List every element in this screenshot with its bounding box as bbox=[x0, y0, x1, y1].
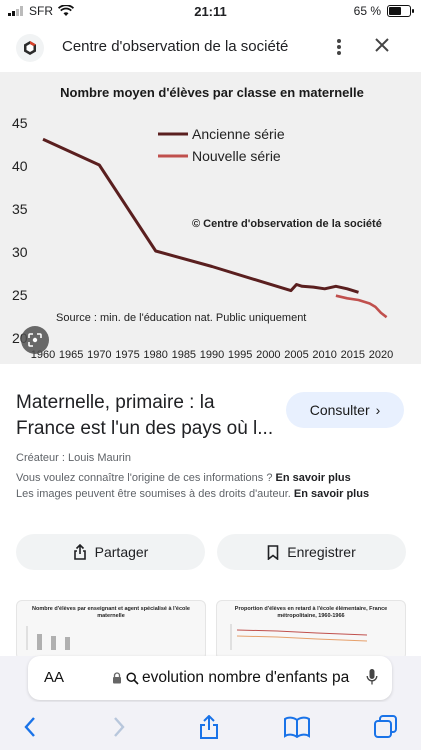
series-line bbox=[42, 137, 359, 294]
x-tick-label: 1965 bbox=[59, 349, 83, 361]
related-thumbnail[interactable]: Nombre d'élèves par enseignant et agent … bbox=[16, 600, 206, 660]
close-icon[interactable] bbox=[371, 35, 393, 57]
x-tick-label: 2000 bbox=[256, 349, 280, 361]
battery-fill bbox=[389, 7, 402, 15]
wifi-icon bbox=[58, 5, 74, 16]
clock: 21:11 bbox=[194, 4, 227, 19]
related-thumbnail[interactable]: Proportion d'élèves en retard à l'école … bbox=[216, 600, 406, 660]
y-tick-label: 45 bbox=[12, 115, 28, 131]
site-favicon-icon bbox=[16, 34, 44, 62]
result-title[interactable]: Maternelle, primaire : la France est l'u… bbox=[16, 392, 274, 439]
lock-icon bbox=[113, 672, 121, 684]
x-tick-label: 1970 bbox=[87, 349, 111, 361]
chevron-right-icon: › bbox=[375, 402, 381, 418]
save-button[interactable]: Enregistrer bbox=[217, 534, 406, 570]
battery-icon bbox=[387, 5, 414, 17]
tabs-icon[interactable] bbox=[373, 714, 399, 740]
thumbnail-title: Proportion d'élèves en retard à l'école … bbox=[234, 606, 388, 619]
y-tick-label: 25 bbox=[12, 287, 28, 303]
save-label: Enregistrer bbox=[287, 544, 356, 560]
action-row: Partager Enregistrer bbox=[16, 534, 406, 570]
thumbnail-chart bbox=[230, 624, 368, 650]
share-icon bbox=[73, 544, 86, 560]
thumbnail-chart bbox=[26, 626, 70, 650]
carrier-label: SFR bbox=[29, 4, 53, 18]
y-tick-label: 40 bbox=[12, 158, 28, 174]
bookmark-icon bbox=[267, 544, 279, 560]
back-icon[interactable] bbox=[17, 714, 43, 740]
x-tick-label: 2020 bbox=[369, 349, 393, 361]
site-title[interactable]: Centre d'observation de la société bbox=[62, 38, 289, 55]
lens-icon[interactable] bbox=[21, 326, 49, 354]
lens-header: Centre d'observation de la société bbox=[0, 24, 421, 70]
line-chart: Nombre moyen d'élèves par classe en mate… bbox=[12, 85, 393, 361]
share-label: Partager bbox=[94, 544, 149, 560]
y-tick-label: 30 bbox=[12, 244, 28, 260]
copyright-annotation: © Centre d'observation de la société bbox=[192, 218, 382, 230]
result-image[interactable]: Nombre moyen d'élèves par classe en mate… bbox=[0, 72, 421, 364]
x-tick-label: 1985 bbox=[172, 349, 196, 361]
consult-label: Consulter bbox=[309, 402, 370, 418]
forward-icon[interactable] bbox=[106, 714, 132, 740]
disclaimer-text-2: Les images peuvent être soumises à des d… bbox=[16, 488, 291, 500]
address-bar-area: AA evolution nombre d'enfants pa bbox=[0, 656, 421, 702]
x-tick-label: 2010 bbox=[312, 349, 336, 361]
battery-percent: 65 % bbox=[353, 4, 381, 18]
result-info: Maternelle, primaire : la France est l'u… bbox=[16, 390, 406, 502]
share-button[interactable]: Partager bbox=[16, 534, 205, 570]
status-bar: SFR 21:11 65 % bbox=[0, 0, 421, 24]
creator-credit: Créateur : Louis Maurin bbox=[16, 452, 131, 464]
url-text[interactable]: evolution nombre d'enfants pa bbox=[142, 669, 350, 686]
browser-toolbar bbox=[0, 702, 421, 750]
legend-label: Nouvelle série bbox=[192, 148, 281, 164]
signal-icon bbox=[8, 6, 23, 16]
legend-label: Ancienne série bbox=[192, 126, 285, 142]
more-options-icon[interactable] bbox=[331, 36, 347, 58]
disclaimer-text-1: Vous voulez connaître l'origine de ces i… bbox=[16, 472, 273, 484]
search-icon bbox=[126, 672, 139, 685]
learn-more-link-2[interactable]: En savoir plus bbox=[293, 488, 370, 500]
x-tick-label: 1975 bbox=[115, 349, 139, 361]
microphone-icon[interactable] bbox=[366, 668, 378, 686]
y-tick-label: 35 bbox=[12, 201, 28, 217]
chart-title: Nombre moyen d'élèves par classe en mate… bbox=[60, 85, 364, 100]
reader-mode-button[interactable]: AA bbox=[44, 669, 65, 686]
source-annotation: Source : min. de l'éducation nat. Public… bbox=[56, 312, 306, 324]
disclaimer: Vous voulez connaître l'origine de ces i… bbox=[16, 470, 406, 502]
learn-more-link-1[interactable]: En savoir plus bbox=[275, 472, 351, 484]
x-tick-label: 1990 bbox=[200, 349, 224, 361]
address-bar[interactable]: AA evolution nombre d'enfants pa bbox=[28, 656, 392, 700]
x-tick-label: 1980 bbox=[143, 349, 167, 361]
consult-button[interactable]: Consulter › bbox=[286, 392, 404, 428]
x-tick-label: 2015 bbox=[341, 349, 365, 361]
x-tick-label: 2005 bbox=[284, 349, 308, 361]
related-images: Nombre d'élèves par enseignant et agent … bbox=[16, 600, 406, 660]
share-sheet-icon[interactable] bbox=[196, 714, 222, 740]
thumbnail-title: Nombre d'élèves par enseignant et agent … bbox=[32, 606, 190, 619]
x-tick-label: 1995 bbox=[228, 349, 252, 361]
bookmarks-icon[interactable] bbox=[284, 714, 310, 740]
series-line bbox=[335, 294, 388, 319]
